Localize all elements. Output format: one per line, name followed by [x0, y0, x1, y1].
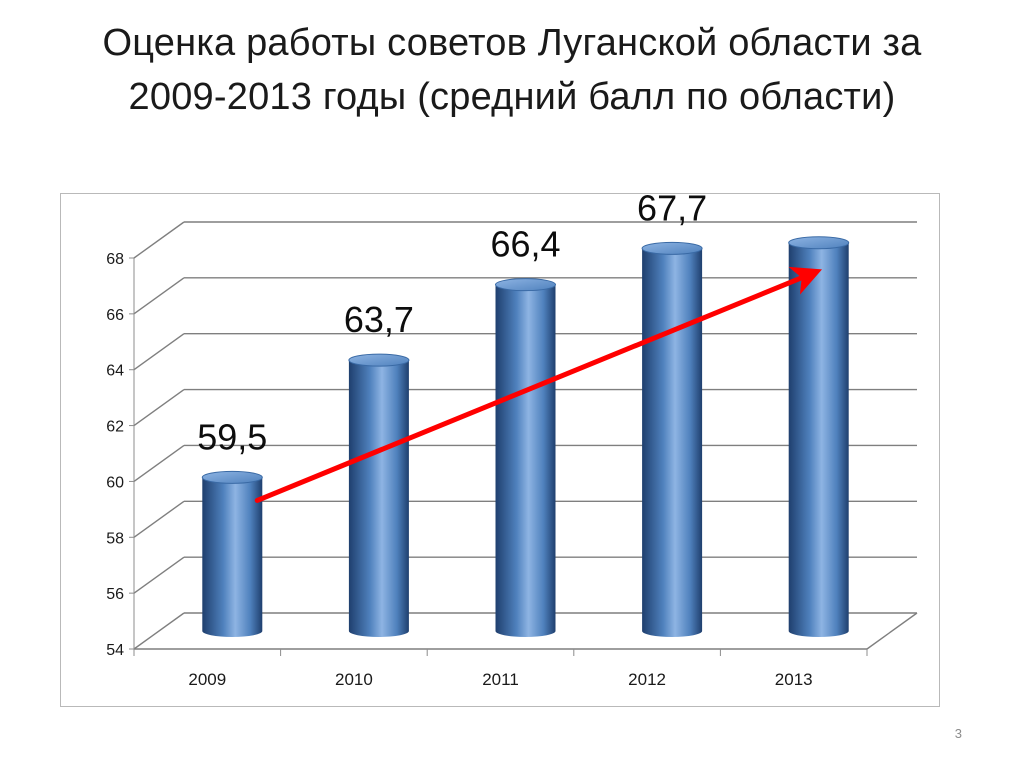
- bar-body: [348, 360, 409, 637]
- y-tick-label: 54: [106, 642, 124, 659]
- y-tick-label: 60: [106, 474, 124, 491]
- floor-right-edge: [866, 612, 918, 650]
- bar-top-cap: [495, 278, 556, 292]
- title-line-1: Оценка работы советов Луганской области …: [102, 22, 922, 64]
- y-tick-label: 64: [106, 363, 124, 380]
- bar-body: [788, 242, 849, 638]
- bar-body: [202, 477, 263, 637]
- y-tick-label: 68: [106, 251, 124, 268]
- bar-body: [642, 248, 703, 637]
- x-tick-label: 2012: [628, 670, 666, 689]
- x-tick-label: 2011: [482, 670, 519, 689]
- data-label: 59,5: [197, 416, 267, 457]
- data-label: 63,7: [344, 299, 414, 340]
- gridline-depth: [133, 333, 185, 371]
- y-tick-label: 62: [106, 419, 124, 436]
- bar-top-cap: [788, 236, 850, 250]
- gridline-depth: [133, 444, 185, 482]
- bar-body: [495, 284, 556, 637]
- y-tick-label: 66: [106, 307, 124, 324]
- gridline-depth: [133, 277, 185, 315]
- y-tick-label: 56: [106, 586, 124, 603]
- gridline-depth: [133, 556, 185, 594]
- bar-top-cap: [348, 353, 410, 367]
- title-line-2: 2009-2013 годы (средний балл по области): [128, 76, 896, 118]
- bar-2011: [495, 278, 556, 637]
- data-label: 67,7: [637, 194, 707, 228]
- x-tick-label: 2013: [775, 670, 813, 689]
- bar-2010: [348, 353, 410, 637]
- gridline-depth: [133, 221, 185, 259]
- bar-chart: 54 56 58 60 62 64 66 68 2009 2010 2011 2012 2013 59,5…: [106, 194, 918, 689]
- y-tick-label: 58: [106, 530, 124, 547]
- bar-top-cap: [201, 470, 263, 484]
- bar-2013: [788, 236, 850, 638]
- gridline-depth: [133, 500, 185, 538]
- trend-arrow: [254, 266, 823, 503]
- slide-title: Оценка работы советов Луганской области …: [40, 16, 984, 124]
- x-tick-label: 2009: [188, 670, 226, 689]
- gridline-depth: [133, 389, 185, 427]
- bar-top-cap: [641, 241, 703, 255]
- x-tick-label: 2010: [335, 670, 373, 689]
- page-number: 3: [954, 726, 962, 741]
- bar-2009: [201, 470, 263, 637]
- gridline-depth: [133, 612, 185, 650]
- data-label: 66,4: [490, 224, 560, 265]
- bar-2012: [641, 241, 703, 637]
- chart-frame: 54 56 58 60 62 64 66 68 2009 2010 2011 2012 2013 59,5…: [60, 193, 940, 707]
